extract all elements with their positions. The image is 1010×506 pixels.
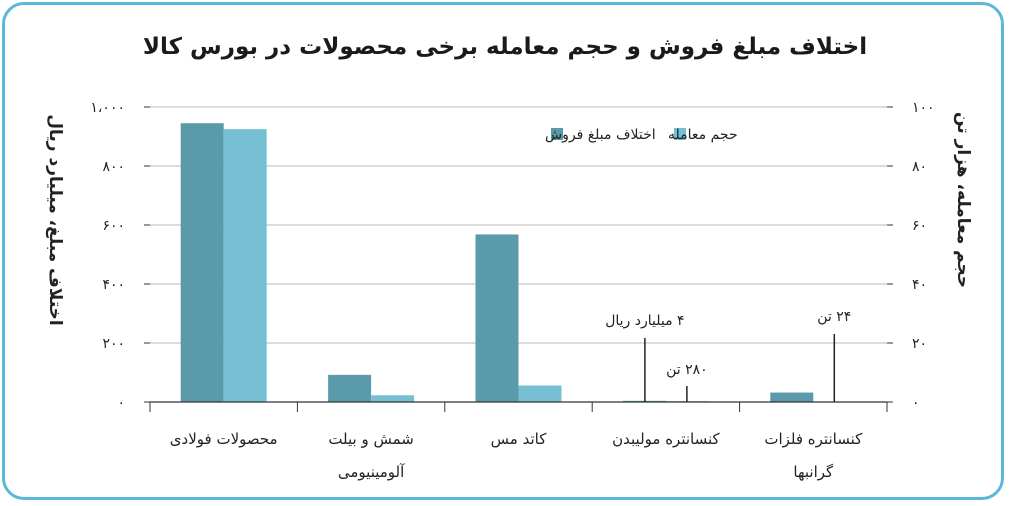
bar: [223, 129, 267, 402]
bar: [770, 392, 814, 402]
right-tick-label: ۴۰: [912, 277, 927, 293]
annotation-label: ۲۴ تن: [817, 309, 851, 325]
category-label: شمش و بیلت: [328, 430, 414, 448]
annotation-label: ۴ میلیارد ریال: [605, 313, 684, 329]
right-tick-label: ۱۰۰: [912, 100, 935, 116]
y-axis-right-label: حجم معامله، هزار تن: [953, 112, 973, 288]
legend-label: حجم معامله: [668, 127, 738, 143]
category-labels: محصولات فولادی شمش و بیلت آلومینیومی کاتد م…: [170, 430, 863, 481]
legend: اختلاف مبلغ فروش حجم معامله: [545, 127, 738, 143]
category-label: آلومینیومی: [338, 463, 405, 481]
right-tick-label: ۸۰: [912, 159, 927, 175]
left-tick-label: ۶۰۰: [102, 218, 125, 234]
category-label: کنسانتره مولیبدن: [612, 430, 720, 448]
bar: [475, 234, 519, 402]
right-tick-label: ۶۰: [912, 218, 927, 234]
bar: [180, 123, 224, 402]
legend-label: اختلاف مبلغ فروش: [545, 127, 656, 143]
bar: [371, 395, 415, 402]
left-tick-label: ۸۰۰: [102, 159, 125, 175]
left-tick-label: ۱،۰۰۰: [90, 100, 125, 116]
category-label: کاتد مس: [491, 430, 548, 448]
bars: [180, 123, 857, 402]
legend-swatch: [674, 128, 686, 140]
annotations: ۴ میلیارد ریال ۲۸۰ تن ۲۴ تن: [605, 309, 851, 402]
right-tick-label: ۰: [912, 395, 920, 411]
legend-swatch: [551, 128, 563, 140]
y-axis-left-label: اختلاف مبلغ، میلیارد ریال: [45, 114, 65, 325]
category-label: کنسانتره فلزات: [764, 430, 863, 448]
left-tick-label: ۰: [117, 395, 125, 411]
annotation-label: ۲۸۰ تن: [666, 362, 708, 378]
bar: [328, 374, 372, 402]
category-label: گرانبها: [793, 463, 834, 481]
bar: [518, 385, 562, 402]
left-tick-label: ۲۰۰: [102, 336, 125, 352]
axes: [149, 401, 888, 412]
chart-title: اختلاف مبلغ فروش و حجم معامله برخی محصول…: [143, 34, 867, 60]
tick-labels: ۰ ۰ ۲۰۰ ۲۰ ۴۰۰ ۴۰ ۶۰۰ ۶۰ ۸۰۰ ۸۰ ۱،۰۰۰ ۱۰۰: [90, 100, 934, 411]
right-tick-label: ۲۰: [912, 336, 927, 352]
category-label: محصولات فولادی: [170, 430, 278, 448]
left-tick-label: ۴۰۰: [102, 277, 125, 293]
